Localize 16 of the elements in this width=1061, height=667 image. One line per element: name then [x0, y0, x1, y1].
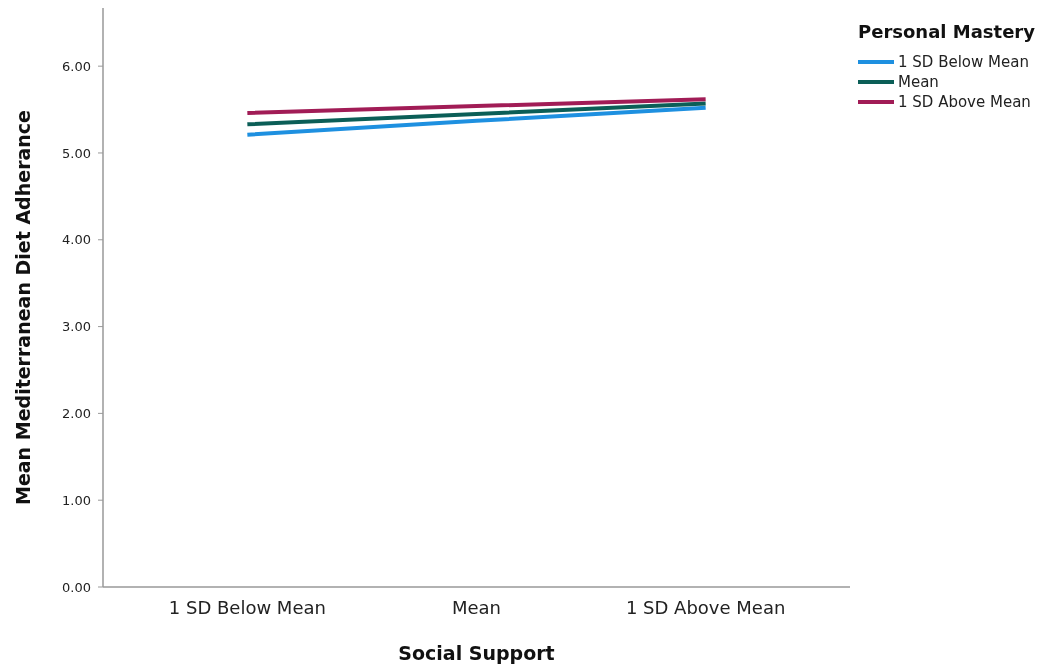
x-axis-title: Social Support	[398, 642, 555, 664]
y-tick-label: 4.00	[62, 232, 91, 248]
y-tick-label: 6.00	[62, 58, 91, 74]
legend-label: 1 SD Above Mean	[898, 93, 1031, 112]
y-tick-label: 2.00	[62, 405, 91, 421]
legend-label: Mean	[898, 73, 939, 92]
legend-label: 1 SD Below Mean	[898, 53, 1029, 72]
y-tick-label: 1.00	[62, 492, 91, 508]
x-tick-label: 1 SD Above Mean	[625, 597, 786, 618]
y-tick-label: 5.00	[62, 145, 91, 161]
legend-title: Personal Mastery	[858, 21, 1036, 42]
y-tick-label: 3.00	[62, 319, 91, 335]
x-tick-label: Mean	[451, 597, 502, 618]
y-tick-label: 0.00	[62, 579, 91, 595]
y-axis-title: Mean Mediterranean Diet Adherance	[12, 109, 34, 506]
x-tick-label: 1 SD Below Mean	[168, 597, 326, 618]
